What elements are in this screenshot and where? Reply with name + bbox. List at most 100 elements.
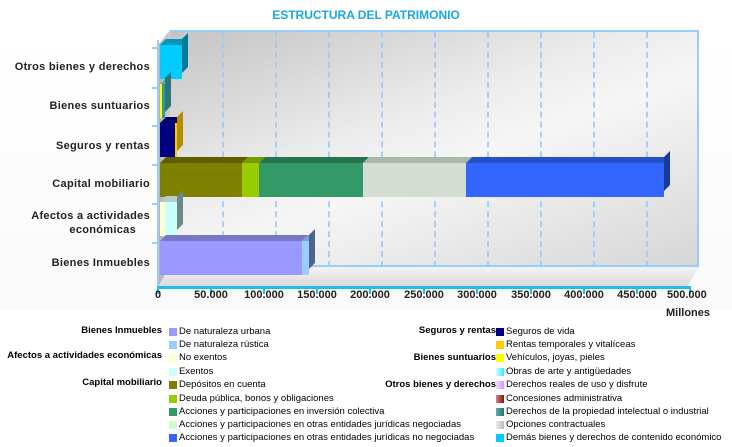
- legend-group-otros: Otros bienes y derechos: [385, 379, 496, 390]
- legend-item: De naturaleza urbana: [169, 326, 270, 337]
- legend-swatch: [169, 367, 177, 376]
- legend-item: Acciones y participaciones en otras enti…: [169, 419, 461, 430]
- x-tick-label: 500.000: [667, 289, 707, 301]
- gridline: [540, 32, 542, 267]
- y-tick: [152, 242, 158, 244]
- y-tick: [152, 203, 158, 205]
- category-label-seguros: Seguros y rentas: [55, 140, 150, 152]
- bar-side-face: [664, 151, 670, 191]
- x-tick: [476, 286, 478, 294]
- bar-segment-obras-arte: [162, 84, 165, 118]
- x-tick: [210, 286, 212, 294]
- category-label-otros: Otros bienes y derechos: [14, 61, 150, 73]
- gridline: [275, 32, 277, 267]
- x-tick: [369, 286, 371, 294]
- x-tick: [263, 286, 265, 294]
- legend-item: Obras de arte y antigüedades: [496, 366, 631, 377]
- legend-item: Acciones y participaciones en inversión …: [169, 406, 384, 417]
- y-axis: [157, 40, 159, 288]
- legend-swatch: [496, 340, 504, 349]
- bar-segment-deuda-publica: [242, 163, 259, 197]
- bar-top-face: [160, 157, 248, 163]
- legend-group-capital: Capital mobiliario: [82, 377, 162, 388]
- legend-swatch: [496, 327, 504, 336]
- gridline: [222, 32, 224, 267]
- gridline: [381, 32, 383, 267]
- bar-segment-exentos: [165, 202, 177, 236]
- legend-item: Acciones y participaciones en otras enti…: [169, 432, 474, 443]
- legend-item: De naturaleza rústica: [169, 339, 269, 350]
- legend-swatch: [496, 394, 504, 403]
- category-label-inmuebles: Bienes Inmuebles: [51, 257, 150, 269]
- chart-title: ESTRUCTURA DEL PATRIMONIO: [272, 8, 460, 22]
- x-tick: [530, 286, 532, 294]
- bar-segment-rustica: [302, 241, 309, 275]
- legend-swatch: [169, 407, 177, 416]
- legend-item: No exentos: [169, 352, 227, 363]
- legend-item: Exentos: [169, 366, 213, 377]
- bar-side-face: [309, 229, 315, 269]
- gridline: [487, 32, 489, 267]
- bar-side-face: [182, 33, 188, 73]
- legend-item: Opciones contractuales: [496, 419, 605, 430]
- x-tick-label: 350.000: [511, 289, 551, 301]
- x-tick-label: 200.000: [350, 289, 390, 301]
- x-tick: [423, 286, 425, 294]
- bar-segment-seguros-vida: [160, 123, 175, 157]
- x-tick-label: 300.000: [457, 289, 497, 301]
- legend-swatch: [496, 380, 504, 389]
- category-label-capital: Capital mobiliario: [52, 178, 150, 190]
- x-tick-label: 400.000: [564, 289, 604, 301]
- legend-item: Derechos de la propiedad intelectual o i…: [496, 406, 709, 417]
- category-label-suntuarios: Bienes suntuarios: [49, 100, 150, 112]
- bar-segment-rentas: [175, 123, 177, 157]
- category-label-afectos-line2: económicas: [69, 224, 136, 236]
- legend-item: Depósitos en cuenta: [169, 379, 266, 390]
- bar-segment-urbana: [160, 241, 302, 275]
- x-tick-label: 250.000: [404, 289, 444, 301]
- legend-swatch: [169, 327, 177, 336]
- bar-segment-entidades-no-negociadas: [466, 163, 664, 197]
- legend-swatch: [169, 353, 177, 362]
- bar-segment-demas-bienes: [160, 45, 182, 79]
- y-tick: [152, 164, 158, 166]
- bar-segment-no-exentos: [160, 202, 165, 236]
- bar-top-face: [259, 157, 369, 163]
- legend-swatch: [169, 433, 177, 442]
- bar-segment-depositos: [160, 163, 242, 197]
- legend-swatch: [169, 340, 177, 349]
- legend-item: Derechos reales de uso y disfrute: [496, 379, 648, 390]
- bar-top-face: [363, 157, 472, 163]
- legend-swatch: [496, 407, 504, 416]
- x-tick: [689, 286, 691, 294]
- x-tick: [583, 286, 585, 294]
- x-tick-label: 0: [154, 289, 162, 301]
- legend-item: Rentas temporales y vitalíceas: [496, 339, 635, 350]
- legend-swatch: [496, 353, 504, 362]
- bar-segment-vehiculos: [160, 84, 162, 118]
- x-tick-label: 100.000: [244, 289, 284, 301]
- gridline: [328, 32, 330, 267]
- gridline: [593, 32, 595, 267]
- legend-item: Deuda pública, bonos y obligaciones: [169, 393, 334, 404]
- legend-swatch: [169, 420, 177, 429]
- legend-swatch: [496, 367, 504, 376]
- legend-group-suntuarios: Bienes suntuarios: [413, 352, 496, 363]
- gridline: [434, 32, 436, 267]
- bar-segment-inversion-colectiva: [259, 163, 363, 197]
- bar-side-face: [177, 190, 183, 230]
- gridline: [646, 32, 648, 267]
- legend-group-seguros: Seguros y rentas: [418, 325, 496, 336]
- legend-group-afectos: Afectos a actividades económicas: [7, 350, 162, 361]
- legend-swatch: [496, 420, 504, 429]
- category-label-afectos-line1: Afectos a actividades: [31, 210, 150, 222]
- legend-swatch: [169, 394, 177, 403]
- x-tick: [157, 286, 159, 294]
- legend-group-bienes-inmuebles: Bienes Inmuebles: [81, 325, 162, 336]
- x-tick: [636, 286, 638, 294]
- x-tick-label: 150.000: [297, 289, 337, 301]
- y-tick: [152, 87, 158, 89]
- legend-swatch: [496, 433, 504, 442]
- bar-side-face: [165, 72, 171, 112]
- legend-swatch: [169, 380, 177, 389]
